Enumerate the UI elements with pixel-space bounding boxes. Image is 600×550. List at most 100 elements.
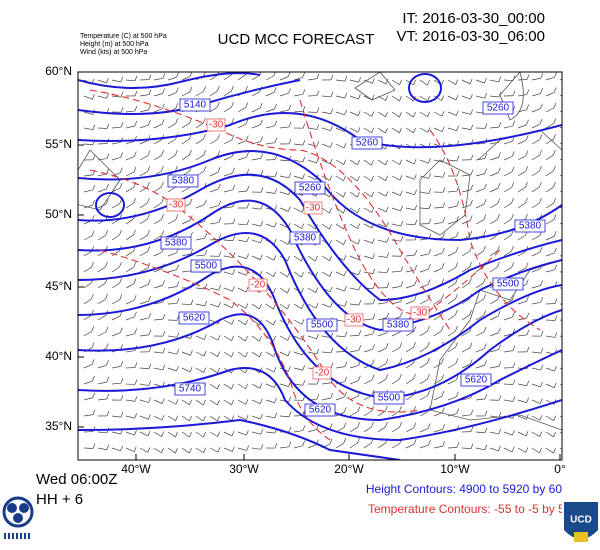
barb [83, 143, 93, 146]
barb [91, 230, 95, 236]
barb [517, 155, 527, 161]
barb [539, 431, 543, 437]
barb [405, 346, 414, 353]
barb [167, 335, 177, 338]
barb [97, 282, 106, 289]
barb [461, 314, 470, 321]
height-label-box [178, 311, 210, 325]
temp-label: -30 [306, 203, 321, 214]
barb [399, 373, 402, 380]
barb [559, 319, 562, 321]
barb [349, 159, 358, 166]
barb [525, 181, 528, 188]
barb [161, 150, 164, 156]
barb [559, 367, 562, 370]
barb [503, 316, 513, 321]
barb [181, 303, 192, 306]
barb [540, 331, 544, 337]
barb [92, 392, 96, 398]
barb [413, 79, 416, 86]
barb [475, 250, 484, 257]
barb [405, 284, 415, 289]
barb [568, 118, 570, 123]
barb [246, 219, 250, 226]
barb [273, 335, 276, 341]
barb [349, 365, 359, 369]
barb [231, 399, 234, 405]
barb [265, 431, 275, 434]
barb [391, 175, 401, 181]
barb [335, 381, 345, 385]
barb [245, 351, 248, 358]
barb [343, 255, 347, 261]
barb [125, 333, 135, 337]
barb [279, 76, 289, 81]
barb [259, 335, 262, 342]
barb [372, 238, 375, 244]
barb [139, 234, 148, 241]
barb [153, 154, 162, 161]
barb [147, 246, 151, 252]
barb [498, 327, 501, 333]
barb [125, 125, 135, 129]
barb [139, 447, 149, 453]
barb [133, 446, 137, 452]
barb [385, 405, 388, 412]
barb [330, 362, 334, 368]
barb [307, 78, 317, 81]
barb [161, 181, 164, 188]
barb [147, 262, 151, 268]
barb [427, 95, 430, 102]
barb [559, 174, 562, 177]
barb [386, 237, 390, 243]
barb [531, 235, 541, 241]
barb [531, 123, 541, 129]
barb [447, 251, 457, 257]
barb [260, 444, 264, 450]
barb [92, 124, 96, 130]
barb [161, 118, 165, 125]
barb [399, 358, 402, 364]
height-label: 5260 [356, 138, 379, 149]
barb [531, 285, 541, 289]
barb [455, 94, 459, 101]
barb [498, 167, 501, 173]
barb [358, 284, 362, 291]
barb [288, 396, 292, 402]
barb [209, 431, 218, 437]
barb [237, 383, 246, 390]
barb [293, 445, 303, 449]
barb [189, 86, 193, 92]
barb [559, 190, 562, 193]
barb [399, 95, 402, 102]
barb [391, 270, 401, 273]
barb [554, 264, 558, 270]
barb [176, 298, 180, 304]
barb [195, 287, 205, 290]
barb [427, 423, 431, 429]
barb [148, 89, 152, 95]
barb [119, 294, 123, 300]
barb [273, 72, 276, 76]
barb [161, 398, 165, 404]
barb [441, 278, 445, 284]
footer: Wed 06:00Z HH + 6 Height Contours: 4900 … [2, 471, 598, 542]
barb [120, 378, 124, 384]
barb [315, 302, 319, 309]
barb [265, 91, 275, 97]
barb [232, 235, 236, 241]
barb [441, 95, 445, 101]
barb [413, 342, 416, 348]
barb [175, 118, 179, 124]
barb [497, 245, 500, 252]
barb [335, 111, 345, 116]
barb [111, 299, 120, 305]
barb [162, 330, 166, 337]
barb [189, 415, 192, 422]
barb [223, 90, 232, 97]
barb [217, 447, 221, 453]
barb [344, 331, 348, 337]
barb [260, 119, 263, 125]
barb [357, 207, 360, 214]
barb [358, 77, 362, 83]
